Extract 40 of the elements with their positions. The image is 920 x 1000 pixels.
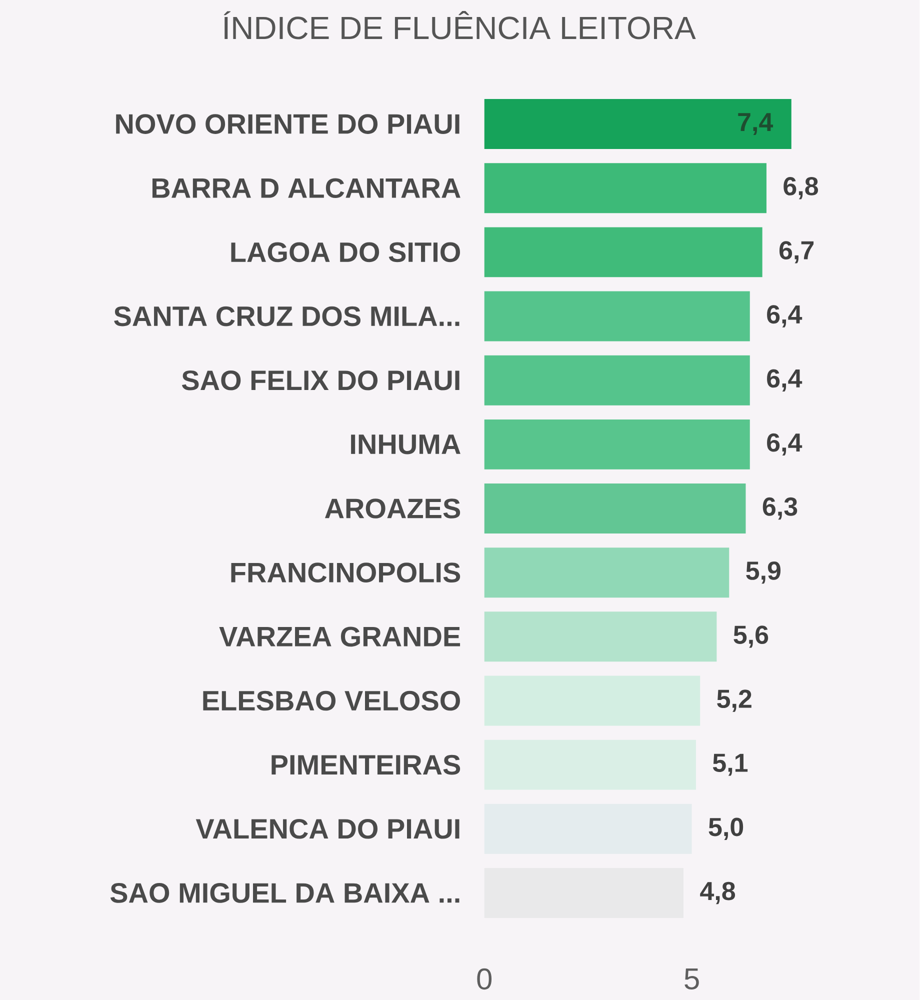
y-tick-label: SAO FELIX DO PIAUI [182,370,460,390]
data-label: 7,4 [738,113,774,136]
y-tick-label: BARRA D ALCANTARA [152,178,461,198]
bar [484,163,767,214]
data-label: 6,4 [767,369,802,392]
data-label: 6,4 [767,433,802,456]
x-tick-label: 5 [684,968,699,990]
y-tick-label: AROAZES [325,498,460,518]
bar [484,484,746,534]
bar [484,355,750,406]
y-tick-label: NOVO ORIENTE DO PIAUI [116,114,460,134]
bar [484,740,696,790]
y-tick-label: ELESBAO VELOSO [203,690,460,711]
data-label: 5,2 [717,690,752,712]
y-tick-label: VARZEA GRANDE [219,626,460,647]
y-tick-label: SANTA CRUZ DOS MILA... [114,306,460,326]
data-label: 5,1 [713,754,748,776]
bar [484,227,762,278]
y-tick-label: SAO MIGUEL DA BAIXA ... [110,883,460,903]
bar [484,676,700,726]
y-tick-label: PIMENTEIRAS [272,754,460,775]
y-tick-label: INHUMA [351,434,461,454]
bar [484,612,717,662]
y-tick-label: LAGOA DO SITIO [231,242,460,262]
data-label: 5,0 [708,818,744,840]
data-label: 5,9 [746,561,781,584]
data-label: 6,7 [780,241,814,264]
data-label: 6,3 [762,497,798,520]
bar [484,548,730,598]
data-label: 4,8 [700,882,736,904]
bar [484,99,792,150]
chart-title: ÍNDICE DE FLUÊNCIA LEITORA [224,11,696,40]
bar [484,419,750,470]
data-label: 5,6 [734,626,768,648]
y-tick-label: FRANCINOPOLIS [231,562,460,583]
data-label: 6,4 [767,305,802,328]
x-tick-label: 0 [477,968,492,990]
y-tick-label: VALENCA DO PIAUI [196,818,460,839]
data-label: 6,8 [784,177,818,200]
bar [484,291,750,342]
